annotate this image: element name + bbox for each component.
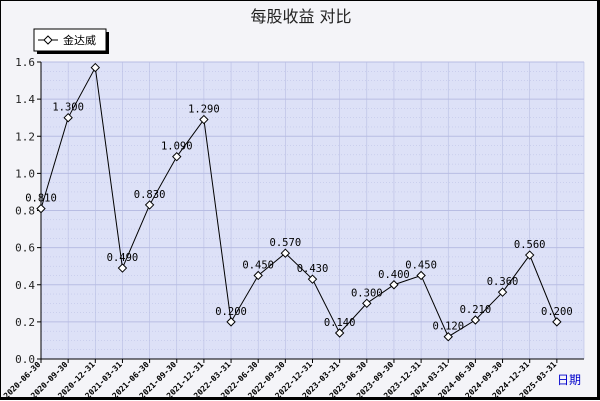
y-axis-ticks: 0.0 0.2 0.4 0.6 0.8 1.0 1.2 1.4 1.6 [15,56,41,366]
y-tick-label: 0.6 [15,242,35,255]
data-point-marker [362,298,372,309]
y-tick-label: 0.2 [15,316,35,329]
data-label: 0.200 [541,306,573,318]
data-point-marker [117,263,128,273]
series-polyline [40,65,558,338]
data-point-marker [497,287,508,297]
data-label: 0.360 [487,276,519,288]
y-tick-label: 0.4 [15,279,35,292]
data-label: 1.090 [161,141,193,153]
series-line [36,62,562,342]
data-point-marker [524,250,535,260]
data-point-marker [552,317,562,327]
data-point-marker [63,112,73,123]
y-tick-label: 0.8 [15,205,35,218]
y-tick-label: 1.2 [15,130,35,143]
data-label: 0.400 [378,269,410,281]
data-label: 1.290 [188,104,220,116]
data-point-marker [389,280,399,290]
data-label: 1.300 [52,102,84,114]
data-point-marker [307,274,318,284]
legend-box [33,28,107,52]
data-point-marker [334,328,345,338]
data-point-marker [470,315,481,325]
data-point-marker [443,332,453,342]
data-label: 0.450 [405,259,437,271]
data-label: 0.830 [134,189,166,201]
data-point-marker [416,270,426,281]
y-tick-label: 1.6 [15,56,35,69]
data-label: 0.450 [242,259,274,271]
data-label: 0.200 [215,306,247,318]
x-axis-ticks: 2020-06-302020-09-302020-12-312021-03-31… [2,359,558,400]
data-label: 0.570 [270,237,302,249]
data-label: 0.120 [432,321,464,333]
y-tick-label: 1.0 [15,167,35,180]
data-point-marker [253,270,263,281]
data-label: 0.430 [297,263,329,275]
data-labels: 0.810 1.300 0.490 0.830 1.090 1.290 0.200 0.450… [25,102,572,333]
data-point-marker [226,317,236,327]
data-label: 0.560 [514,239,546,251]
data-point-marker [172,151,182,162]
data-point-marker [90,62,101,73]
grid-lines [40,61,585,360]
data-point-marker [144,200,155,210]
legend-label: 金达威 [63,33,96,47]
chart-title: 每股收益 对比 [250,7,351,26]
data-label: 0.210 [460,304,492,316]
data-label: 0.140 [324,317,356,329]
data-label: 0.300 [351,287,383,299]
x-axis-title: 日期 [557,373,581,387]
data-label: 0.490 [107,252,139,264]
legend-marker-icon [43,35,53,45]
legend: 金达威 [33,28,109,54]
data-point-marker [199,114,209,125]
data-point-marker [36,203,46,214]
data-point-marker [280,248,291,258]
y-tick-label: 0.0 [15,353,35,366]
y-tick-label: 1.4 [15,93,35,106]
data-label: 0.810 [25,193,57,205]
